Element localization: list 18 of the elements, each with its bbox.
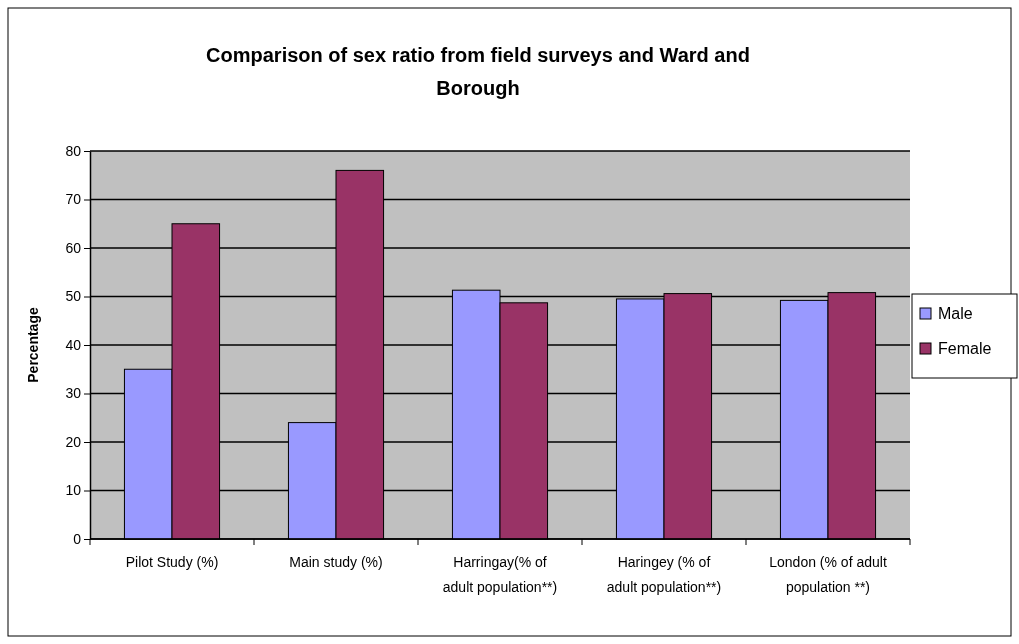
x-tick-label: Main study (%) [289, 554, 383, 570]
x-tick-label: Haringey (% of adult population**) [606, 554, 722, 595]
y-tick-label: 10 [65, 482, 82, 499]
x-tick-label: Harringay(% of adult population**) [442, 554, 558, 595]
y-axis-title: Percentage [25, 307, 41, 383]
y-tick-label: 60 [65, 239, 82, 256]
legend-label: Male [938, 305, 973, 322]
y-tick-label: 30 [65, 385, 82, 402]
y-tick-label: 40 [65, 336, 82, 353]
y-tick-label: 70 [65, 191, 82, 208]
y-tick-label: 0 [73, 530, 82, 547]
x-tick-label: London (% of adult population **) [769, 554, 887, 595]
y-tick-label: 80 [65, 142, 82, 159]
y-tick-label: 20 [65, 433, 82, 450]
y-tick-label: 50 [65, 288, 82, 305]
chart-title: Comparison of sex ratio from field surveys and Ward and Borough [206, 44, 750, 99]
legend-label: Female [938, 340, 992, 357]
x-tick-label: Pilot Study (%) [125, 554, 219, 570]
